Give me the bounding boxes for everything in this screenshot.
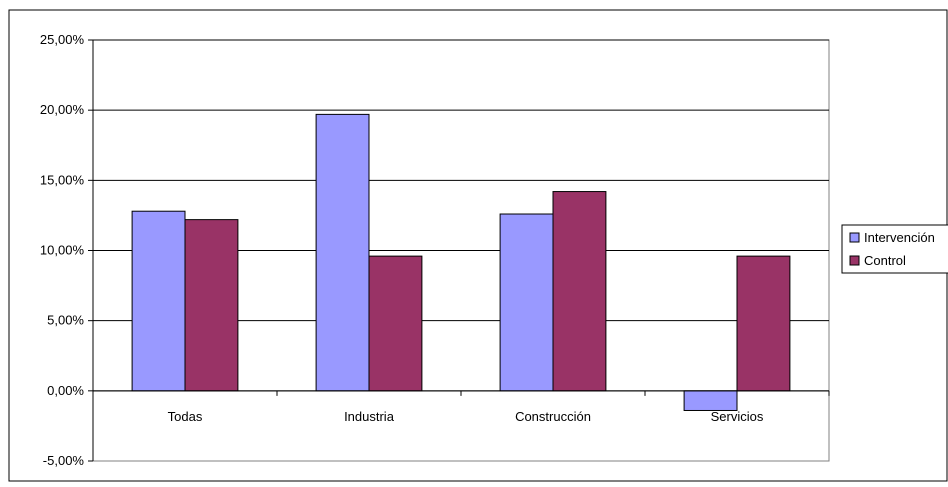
bars (131, 113, 791, 411)
y-tick-label: 5,00% (47, 313, 84, 328)
legend-label-intervencion: Intervención (864, 230, 935, 245)
bar-intervencin-construccin (499, 213, 554, 392)
x-tick-labels: Todas Industria Construcción Servicios (168, 409, 764, 424)
bar-control-todas (184, 219, 239, 392)
y-tick-label: 20,00% (40, 102, 85, 117)
bar-intervencin-todas (131, 210, 186, 392)
bar-intervencin-servicios (683, 390, 738, 411)
legend-label-control: Control (864, 253, 906, 268)
y-tick-label: 10,00% (40, 243, 85, 258)
bar-control-construccin (552, 191, 607, 392)
x-tick-label: Todas (168, 409, 203, 424)
y-tick-label: 0,00% (47, 383, 84, 398)
y-tick-label: -5,00% (43, 453, 85, 468)
x-tick-label: Servicios (711, 409, 764, 424)
legend-box (841, 224, 948, 274)
axes (92, 40, 830, 461)
y-tick-label: 15,00% (40, 172, 85, 187)
bar-control-industria (368, 255, 423, 392)
bar-control-servicios (736, 255, 791, 392)
legend-swatch-intervencion (849, 232, 860, 243)
legend-swatch-control (849, 255, 860, 266)
y-tick-label: 25,00% (40, 32, 85, 47)
x-tick-label: Construcción (515, 409, 591, 424)
y-tick-labels: -5,00% 0,00% 5,00% 10,00% 15,00% 20,00% 25,00% (40, 32, 85, 468)
x-tick-label: Industria (344, 409, 395, 424)
bar-intervencin-industria (315, 113, 370, 392)
legend: Intervención Control (841, 224, 948, 274)
